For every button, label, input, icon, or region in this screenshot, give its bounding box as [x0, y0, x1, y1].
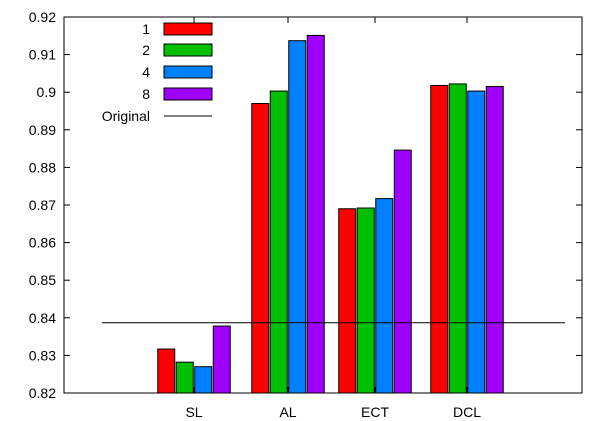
bars — [157, 34, 504, 394]
bar-sl-series-8 — [212, 325, 231, 394]
bar-al-series-2 — [269, 90, 288, 394]
y-tick-label: 0.88 — [29, 159, 56, 175]
bar-al-series-8 — [306, 34, 325, 394]
x-category-label: SL — [185, 404, 202, 420]
y-tick-label: 0.82 — [29, 385, 56, 401]
y-tick-label: 0.85 — [29, 272, 56, 288]
legend-swatch-series-8 — [163, 87, 213, 101]
legend-label-series-1: 1 — [142, 21, 150, 37]
legend-swatch-series-2 — [163, 43, 213, 57]
y-tick-label: 0.91 — [29, 47, 56, 63]
y-tick-label: 0.86 — [29, 235, 56, 251]
legend-swatch-series-1 — [163, 22, 213, 36]
y-axis: 0.82 0.83 0.84 0.85 0.86 0.87 0.88 0.89 0.9 0.91 0… — [29, 9, 582, 401]
x-category-label: ECT — [361, 404, 389, 420]
bar-al-series-1 — [251, 102, 270, 394]
bar-sl-series-2 — [175, 361, 194, 394]
legend-label-original: Original — [102, 108, 150, 124]
y-tick-label: 0.89 — [29, 122, 56, 138]
bar-ect-series-2 — [356, 207, 375, 394]
legend-label-series-2: 2 — [142, 42, 150, 58]
y-tick-label: 0.84 — [29, 310, 56, 326]
bar-sl-series-1 — [157, 348, 176, 394]
bar-ect-series-1 — [338, 208, 357, 394]
bar-dcl-series-1 — [430, 84, 449, 394]
x-axis: SL AL ECT DCL — [185, 17, 481, 420]
bar-dcl-series-8 — [485, 86, 504, 394]
bar-ect-series-8 — [393, 149, 412, 394]
y-tick-label: 0.87 — [29, 197, 56, 213]
bar-dcl-series-2 — [448, 83, 467, 394]
legend-label-series-4: 4 — [142, 64, 150, 80]
bar-al-series-4 — [288, 40, 307, 394]
bar-sl-series-4 — [194, 366, 213, 394]
legend-label-series-8: 8 — [142, 86, 150, 102]
x-category-label: AL — [279, 404, 296, 420]
legend: 1 2 4 8 Original — [102, 21, 213, 124]
bar-dcl-series-4 — [467, 90, 486, 394]
y-tick-label: 0.9 — [37, 84, 57, 100]
x-category-label: DCL — [453, 404, 481, 420]
bar-ect-series-4 — [375, 198, 394, 394]
legend-swatch-series-4 — [163, 65, 213, 79]
y-tick-label: 0.92 — [29, 9, 56, 25]
y-tick-label: 0.83 — [29, 347, 56, 363]
